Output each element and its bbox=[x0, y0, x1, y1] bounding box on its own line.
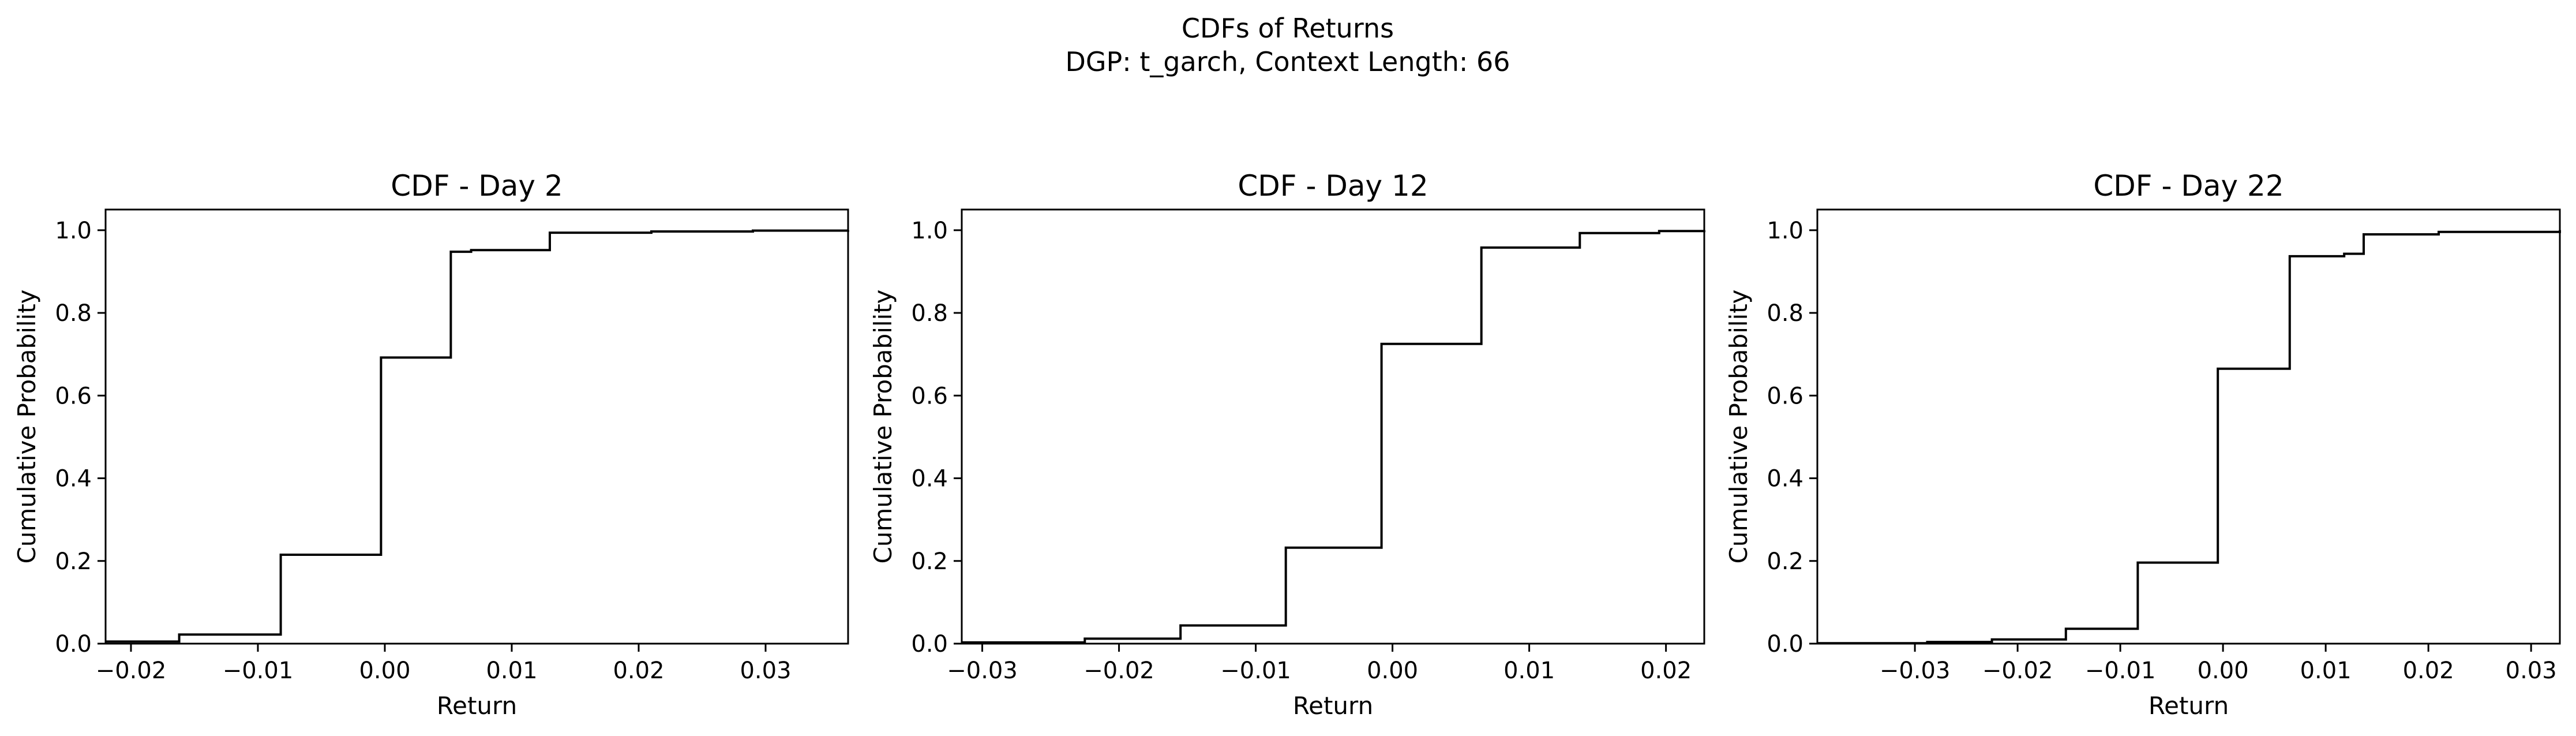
y-tick-label: 0.0 bbox=[911, 631, 948, 657]
subplot-panels: −0.02 −0.01 0.00 0.01 0.02 0.03 0.0 0.2 0.4 0.6 0.… bbox=[13, 169, 2561, 720]
x-tick-label: 0.03 bbox=[740, 657, 791, 684]
y-tick-label: 1.0 bbox=[1767, 218, 1803, 244]
subplot-title-3: CDF - Day 22 bbox=[2093, 169, 2283, 203]
x-axis-label-2: Return bbox=[1293, 692, 1373, 720]
x-tick-label: −0.02 bbox=[1982, 657, 2053, 684]
cdf-step-line-3 bbox=[1817, 230, 2561, 645]
x-tick-label: −0.01 bbox=[2085, 657, 2156, 684]
x-tick-label: 0.02 bbox=[613, 657, 664, 684]
x-tick-label: −0.01 bbox=[223, 657, 294, 684]
y-axis-label-3: Cumulative Probability bbox=[1724, 289, 1753, 563]
cdf-step-line-1 bbox=[106, 229, 849, 643]
y-tick-label: 0.8 bbox=[1767, 300, 1803, 327]
y-tick-label: 0.4 bbox=[911, 466, 948, 492]
x-tick-label: −0.03 bbox=[1880, 657, 1951, 684]
x-tick-label: 0.00 bbox=[1367, 657, 1418, 684]
y-tick-label: 0.4 bbox=[55, 466, 92, 492]
x-tick-label: 0.01 bbox=[486, 657, 537, 684]
y-tick-label: 1.0 bbox=[55, 218, 92, 244]
x-tick-label: −0.02 bbox=[96, 657, 167, 684]
x-tick-label: 0.01 bbox=[1503, 657, 1555, 684]
y-axis-label-2: Cumulative Probability bbox=[869, 289, 897, 563]
y-tick-label: 0.6 bbox=[1767, 383, 1803, 409]
y-tick-label: 0.2 bbox=[1767, 548, 1803, 575]
x-tick-label: 0.00 bbox=[2198, 657, 2249, 684]
x-tick-label: 0.01 bbox=[2300, 657, 2352, 684]
subplot-1: −0.02 −0.01 0.00 0.01 0.02 0.03 0.0 0.2 0.4 0.6 0.… bbox=[13, 169, 849, 720]
x-tick-label: 0.02 bbox=[1640, 657, 1692, 684]
y-tick-label: 0.6 bbox=[911, 383, 948, 409]
y-tick-label: 0.0 bbox=[1767, 631, 1803, 657]
x-axis-label-1: Return bbox=[437, 692, 517, 720]
y-tick-label: 0.2 bbox=[911, 548, 948, 575]
x-tick-label: 0.00 bbox=[359, 657, 410, 684]
subplot-title-1: CDF - Day 2 bbox=[391, 169, 563, 203]
x-tick-label: 0.02 bbox=[2403, 657, 2454, 684]
x-tick-label: 0.03 bbox=[2506, 657, 2557, 684]
y-tick-label: 1.0 bbox=[911, 218, 948, 244]
x-axis-label-3: Return bbox=[2148, 692, 2229, 720]
subplot-title-2: CDF - Day 12 bbox=[1238, 169, 1428, 203]
y-tick-label: 0.4 bbox=[1767, 466, 1803, 492]
figure-title: CDFs of Returns bbox=[1182, 13, 1394, 44]
y-axis-label-1: Cumulative Probability bbox=[13, 289, 41, 563]
axes-frame-3 bbox=[1816, 208, 2561, 645]
subplot-2: −0.03 −0.02 −0.01 0.00 0.01 0.02 0.0 0.2 0.4 0.6 0… bbox=[869, 169, 1705, 720]
y-tick-label: 0.8 bbox=[911, 300, 948, 327]
subplot-3: −0.03 −0.02 −0.01 0.00 0.01 0.02 0.03 0.0 0.2 0.4… bbox=[1724, 169, 2561, 720]
axes-frame-2 bbox=[961, 208, 1705, 645]
y-tick-label: 0.0 bbox=[55, 631, 92, 657]
x-tick-label: −0.03 bbox=[947, 657, 1018, 684]
y-tick-label: 0.8 bbox=[55, 300, 92, 327]
y-tick-label: 0.6 bbox=[55, 383, 92, 409]
figure-subtitle: DGP: t_garch, Context Length: 66 bbox=[1065, 46, 1510, 77]
x-tick-label: −0.02 bbox=[1083, 657, 1154, 684]
axes-frame-1 bbox=[104, 208, 849, 645]
cdf-step-line-2 bbox=[962, 230, 1705, 644]
y-tick-label: 0.2 bbox=[55, 548, 92, 575]
x-tick-label: −0.01 bbox=[1220, 657, 1291, 684]
